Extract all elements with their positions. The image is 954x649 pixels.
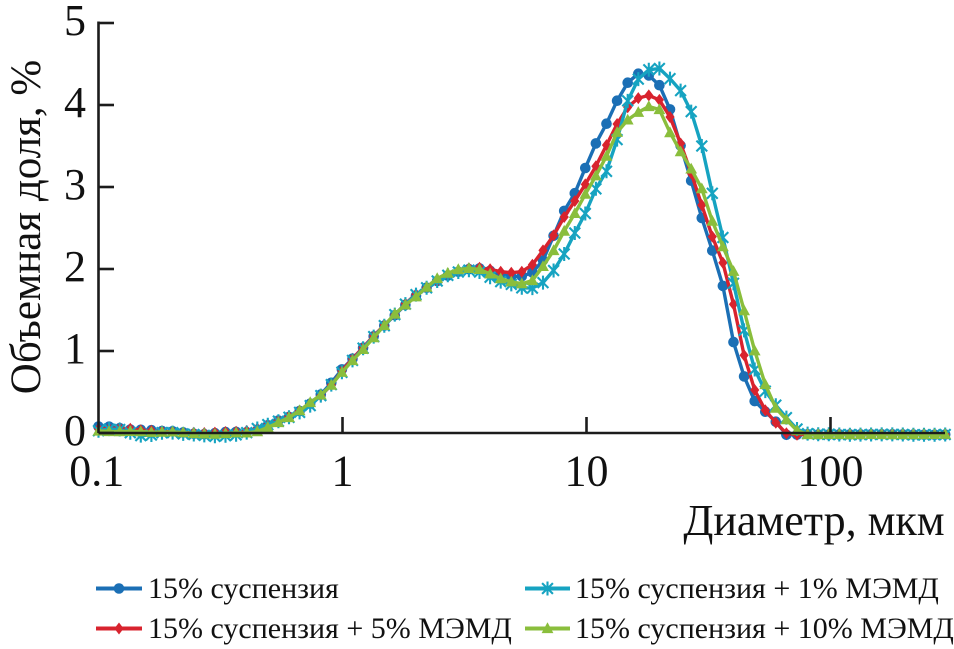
svg-text:15% суспензия + 5% МЭМД: 15% суспензия + 5% МЭМД xyxy=(148,612,512,645)
svg-text:2: 2 xyxy=(64,242,86,291)
svg-text:0: 0 xyxy=(64,406,86,455)
svg-text:Диаметр, мкм: Диаметр, мкм xyxy=(683,496,944,545)
svg-text:15% суспензия: 15% суспензия xyxy=(148,572,339,605)
svg-text:15% суспензия + 10% МЭМД: 15% суспензия + 10% МЭМД xyxy=(575,612,954,645)
svg-text:100: 100 xyxy=(798,447,864,496)
svg-text:15% суспензия + 1% МЭМД: 15% суспензия + 1% МЭМД xyxy=(575,572,939,605)
svg-text:10: 10 xyxy=(565,447,609,496)
svg-text:5: 5 xyxy=(64,0,86,45)
svg-text:Объемная доля, %: Объемная доля, % xyxy=(3,60,50,394)
svg-text:0.1: 0.1 xyxy=(69,447,124,496)
svg-text:1: 1 xyxy=(332,447,354,496)
svg-text:3: 3 xyxy=(64,160,86,209)
svg-text:4: 4 xyxy=(64,78,86,127)
svg-text:1: 1 xyxy=(64,324,86,373)
